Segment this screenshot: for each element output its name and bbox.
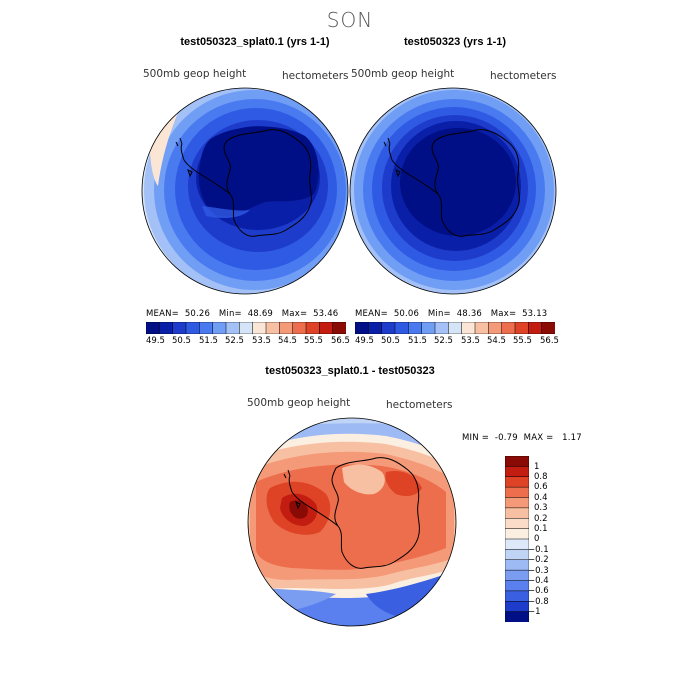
- difference-tick: 0.4: [534, 493, 548, 503]
- panel2-colorbar-cell: [474, 322, 489, 334]
- panel1-colorbar-cell: [185, 322, 200, 334]
- panel1-variable-label: 500mb geop height: [143, 68, 247, 80]
- panel1-colorbar-cell: [199, 322, 214, 334]
- panel2-units-label: hectometers: [490, 70, 557, 82]
- panel1-colorbar-cell: [159, 322, 174, 334]
- panel2-colorbar-cell: [488, 322, 503, 334]
- panel2-tick: 53.5: [461, 336, 480, 346]
- panel2-title: test050323 (yrs 1-1): [403, 36, 507, 48]
- difference-colorbar-cell: [505, 611, 529, 622]
- difference-colorbar-cell: [505, 601, 529, 613]
- difference-tick: −0.8: [528, 597, 549, 607]
- difference-tick: 0.3: [534, 503, 548, 513]
- difference-colorbar-cell: [505, 538, 529, 550]
- panel2-colorbar-cell: [394, 322, 409, 334]
- difference-tick: −1: [528, 607, 541, 617]
- difference-variable-label: 500mb geop height: [247, 397, 351, 409]
- difference-colorbar-cell: [505, 569, 529, 582]
- difference-tick: 0.6: [534, 482, 548, 492]
- panel1-colorbar-cell: [212, 322, 227, 334]
- panel2-tick: 52.5: [434, 336, 453, 346]
- panel1-colorbar-cell: [332, 322, 346, 334]
- panel1-tick: 50.5: [172, 336, 191, 346]
- panel2-tick: 56.5: [540, 336, 559, 346]
- panel2-tick: 50.5: [381, 336, 400, 346]
- difference-colorbar-cell: [505, 528, 529, 540]
- panel1-tick: 54.5: [278, 336, 297, 346]
- panel2-colorbar-cell: [408, 322, 423, 334]
- panel1-colorbar-cell: [146, 322, 160, 334]
- panel1-colorbar-cell: [225, 322, 240, 334]
- difference-colorbar-cell: [505, 590, 529, 602]
- panel1-units-label: hectometers: [282, 70, 349, 82]
- panel2-colorbar-cell: [448, 322, 463, 334]
- panel2-stats: MEAN= 50.06 Min= 48.36 Max= 53.13: [355, 309, 548, 319]
- panel2-tick: 49.5: [355, 336, 374, 346]
- panel2-colorbar-cell: [461, 322, 476, 334]
- panel2-map: [349, 87, 557, 295]
- panel1-colorbar-cell: [252, 322, 267, 334]
- difference-colorbar-cell: [505, 518, 529, 530]
- panel1-tick: 49.5: [146, 336, 165, 346]
- panel1-tick: 55.5: [304, 336, 323, 346]
- panel1-map: [141, 87, 349, 295]
- panel1-stats: MEAN= 50.26 Min= 48.69 Max= 53.46: [146, 309, 339, 319]
- difference-tick: 0.2: [534, 514, 548, 524]
- panel2-colorbar-cell: [368, 322, 383, 334]
- panel2-tick: 54.5: [487, 336, 506, 346]
- panel1-colorbar-cell: [305, 322, 320, 334]
- difference-colorbar-cell: [505, 466, 529, 478]
- difference-colorbar-cell: [505, 559, 529, 571]
- panel1-colorbar-cell: [239, 322, 254, 334]
- difference-tick: −0.3: [528, 566, 549, 576]
- difference-colorbar-cell: [505, 486, 529, 499]
- panel1-tick: 56.5: [331, 336, 350, 346]
- difference-title: test050323_splat0.1 - test050323: [265, 365, 435, 377]
- panel2-colorbar-cell: [355, 322, 369, 334]
- panel2-colorbar-cell: [381, 322, 396, 334]
- difference-colorbar-cell: [505, 476, 529, 488]
- difference-tick: 0.1: [534, 524, 548, 534]
- difference-stats: MIN = -0.79 MAX = 1.17: [462, 433, 582, 443]
- difference-tick: −0.4: [528, 576, 549, 586]
- difference-colorbar-cell: [505, 497, 529, 509]
- panel2-variable-label: 500mb geop height: [351, 68, 455, 80]
- difference-tick: 0: [534, 534, 540, 544]
- panel1-title: test050323_splat0.1 (yrs 1-1): [180, 36, 330, 48]
- panel1-colorbar: [146, 322, 346, 334]
- panel2-tick: 51.5: [408, 336, 427, 346]
- difference-colorbar-cell: [505, 580, 529, 592]
- difference-colorbar-cell: [505, 549, 529, 561]
- difference-tick: −0.1: [528, 545, 549, 555]
- difference-map: [247, 417, 457, 627]
- panel1-colorbar-cell: [172, 322, 187, 334]
- panel1-colorbar-cell: [265, 322, 280, 334]
- panel1-colorbar-cell: [292, 322, 307, 334]
- difference-units-label: hectometers: [386, 399, 453, 411]
- difference-colorbar-ticks: 1 0.8 0.6 0.4 0.3 0.2 0.1 0 −0.1 −0.2 −0…: [528, 456, 574, 622]
- panel2-colorbar-cell: [541, 322, 555, 334]
- difference-tick: 0.8: [534, 472, 548, 482]
- difference-tick: −0.2: [528, 555, 549, 565]
- difference-colorbar-cell: [505, 507, 529, 519]
- panel1-tick: 52.5: [225, 336, 244, 346]
- season-title: SON: [326, 8, 374, 32]
- panel1-colorbar-cell: [279, 322, 294, 334]
- panel2-tick: 55.5: [513, 336, 532, 346]
- panel1-colorbar-cell: [319, 322, 334, 334]
- panel2-colorbar-cell: [528, 322, 543, 334]
- panel1-tick: 51.5: [199, 336, 218, 346]
- panel2-colorbar-cell: [421, 322, 436, 334]
- difference-tick: −0.6: [528, 586, 549, 596]
- difference-colorbar-cell: [505, 456, 529, 467]
- panel1-colorbar-ticks: 49.5 50.5 51.5 52.5 53.5 54.5 55.5 56.5: [146, 336, 350, 348]
- panel2-colorbar-cell: [434, 322, 449, 334]
- panel2-colorbar: [355, 322, 555, 334]
- panel2-colorbar-ticks: 49.5 50.5 51.5 52.5 53.5 54.5 55.5 56.5: [355, 336, 559, 348]
- difference-colorbar: [505, 456, 529, 622]
- panel1-tick: 53.5: [252, 336, 271, 346]
- panel2-colorbar-cell: [514, 322, 529, 334]
- panel2-colorbar-cell: [501, 322, 516, 334]
- difference-tick: 1: [534, 462, 540, 472]
